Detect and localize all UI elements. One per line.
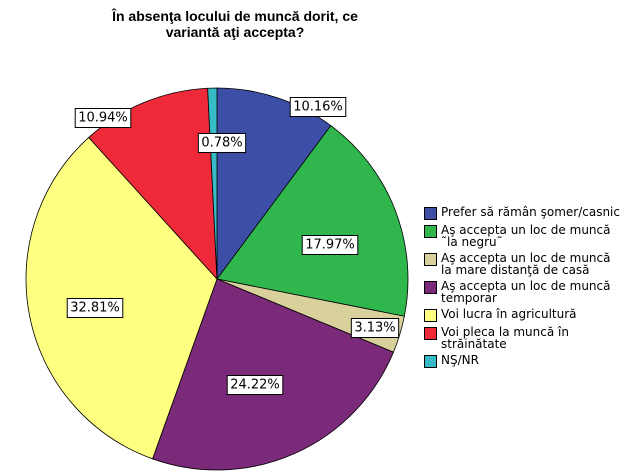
data-label: 17.97%	[305, 238, 355, 253]
legend-swatch	[424, 225, 437, 238]
pie-slice	[152, 278, 394, 471]
legend-swatch	[424, 309, 437, 322]
legend-label: Voi lucra în agricultură	[441, 307, 577, 321]
legend-swatch	[424, 355, 437, 368]
data-label: 10.94%	[78, 111, 128, 126]
data-label-box	[226, 375, 284, 395]
legend-item: NŞ/NR	[424, 354, 624, 368]
legend-item: Voi pleca la muncă în străinătate	[424, 326, 624, 350]
data-label-box	[74, 108, 132, 128]
legend-swatch	[424, 281, 437, 294]
data-label-box	[301, 235, 359, 255]
legend-swatch	[424, 327, 437, 340]
data-label-box	[66, 298, 124, 318]
legend-item: Aş accepta un loc de muncă temporar	[424, 280, 624, 304]
legend-item: Aş accepta un loc de muncă la mare dista…	[424, 252, 624, 276]
chart-title: În absenţa locului de muncă dorit, ce va…	[112, 8, 358, 40]
data-label-box	[350, 318, 400, 338]
legend: Prefer să rămân şomer/casnic Aş accepta u…	[424, 206, 624, 372]
legend-swatch	[424, 207, 437, 220]
legend-label: Aş accepta un loc de muncă ˜la negru˜	[441, 223, 611, 249]
legend-item: Voi lucra în agricultură	[424, 308, 624, 322]
data-label-box	[197, 133, 247, 153]
pie-slice	[88, 87, 218, 281]
data-label: 3.13%	[354, 321, 395, 336]
legend-label: Voi pleca la muncă în străinătate	[441, 325, 569, 351]
pie-slice	[216, 125, 409, 317]
legend-label: Aş accepta un loc de muncă la mare dista…	[441, 251, 611, 277]
data-label: 0.78%	[201, 136, 242, 151]
data-label-box	[289, 97, 347, 117]
legend-item: Prefer să rămân şomer/casnic	[424, 206, 624, 220]
legend-item: Aş accepta un loc de muncă ˜la negru˜	[424, 224, 624, 248]
legend-label: Aş accepta un loc de muncă temporar	[441, 279, 611, 305]
legend-swatch	[424, 253, 437, 266]
legend-label: Prefer să rămân şomer/casnic	[441, 205, 620, 219]
legend-label: NŞ/NR	[441, 353, 479, 367]
data-label: 32.81%	[70, 301, 120, 316]
data-label: 24.22%	[230, 378, 280, 393]
data-label: 10.16%	[293, 100, 343, 115]
